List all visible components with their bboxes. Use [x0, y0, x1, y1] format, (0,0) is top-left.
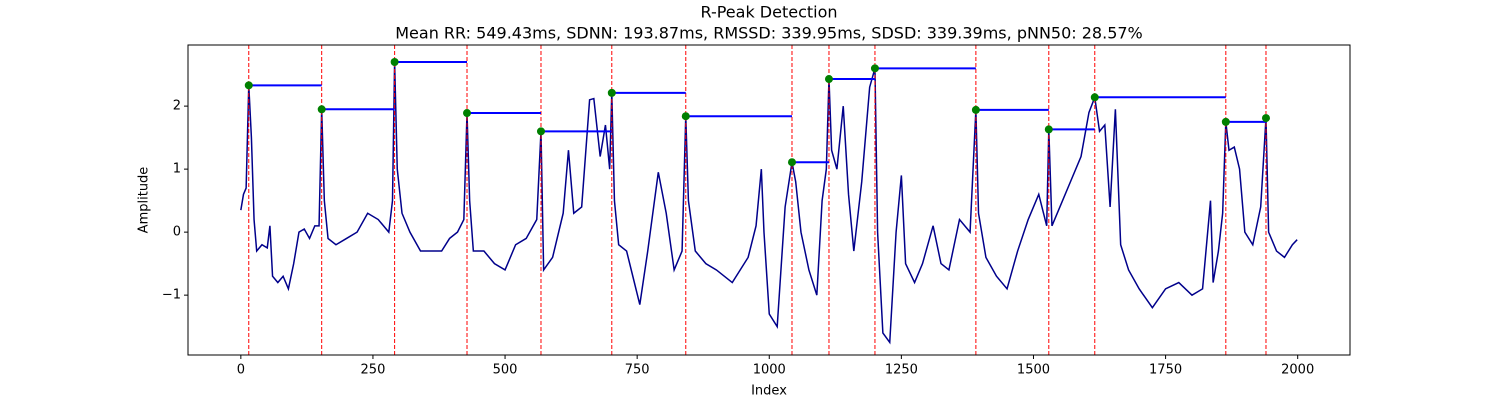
x-tick-label: 750	[625, 363, 650, 378]
r-peak	[1090, 93, 1099, 102]
r-peak	[824, 75, 833, 84]
x-tick-label: 500	[493, 363, 518, 378]
r-peak	[1044, 125, 1053, 134]
y-tick-label: 0	[173, 225, 181, 240]
y-tick-label: −1	[162, 288, 181, 303]
r-peak	[390, 58, 399, 67]
x-tick-label: 1250	[885, 363, 918, 378]
r-peak	[1261, 114, 1270, 123]
r-peak	[1221, 117, 1230, 126]
y-tick-label: 2	[173, 99, 181, 114]
x-tick-label: 1750	[1149, 363, 1182, 378]
signal-line	[240, 61, 1298, 345]
x-tick-label: 1000	[753, 363, 786, 378]
r-peak	[681, 112, 690, 121]
r-peak	[607, 88, 616, 97]
x-tick-label: 250	[361, 363, 386, 378]
r-peak	[317, 105, 326, 114]
x-tick-label: 0	[237, 363, 245, 378]
x-tick-label: 2000	[1281, 363, 1314, 378]
x-axis-label: Index	[751, 384, 787, 399]
r-peak	[536, 127, 545, 136]
y-axis-label: Amplitude	[137, 167, 152, 234]
y-tick-label: 1	[173, 162, 181, 177]
r-peak	[971, 105, 980, 114]
r-peak	[787, 158, 796, 167]
plot-area	[240, 45, 1298, 355]
chart-subtitle: Mean RR: 549.43ms, SDNN: 193.87ms, RMSSD…	[395, 24, 1143, 43]
r-peak	[463, 109, 472, 118]
r-peak	[244, 81, 253, 90]
x-tick-label: 1500	[1017, 363, 1050, 378]
chart-title: R-Peak Detection	[700, 3, 837, 22]
r-peak	[870, 64, 879, 73]
